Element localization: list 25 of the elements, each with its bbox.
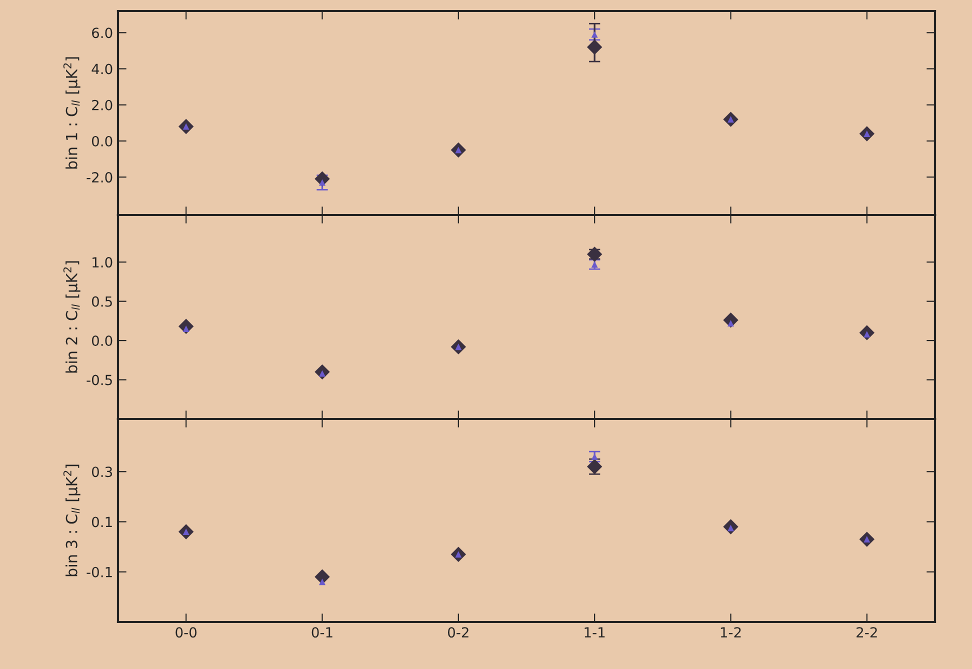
y-tick-label: 2.0 xyxy=(92,100,112,110)
y-tick-label: 0.3 xyxy=(92,466,112,478)
point xyxy=(318,578,326,586)
x-tick-label: 1-1 xyxy=(584,627,605,638)
y-tick-label: -0.5 xyxy=(86,374,112,386)
y-axis-title: bin 2 : C$_{ll}$ [μK$^{2}$] xyxy=(63,261,80,373)
x-tick-label: 1-2 xyxy=(720,627,741,638)
y-tick-label: 0.0 xyxy=(92,136,112,146)
y-tick-label: 0.1 xyxy=(92,516,112,528)
point xyxy=(586,40,602,55)
y-tick-label: 4.0 xyxy=(92,64,112,74)
x-tick-label: 0-0 xyxy=(176,627,197,638)
y-axis-title: bin 1 : C$_{ll}$ [μK$^{2}$] xyxy=(63,57,80,169)
y-tick-label: 0.0 xyxy=(92,336,112,346)
y-tick-label: -0.1 xyxy=(86,566,112,578)
x-tick-label: 0-1 xyxy=(312,627,332,638)
point xyxy=(591,261,598,268)
y-axis-title: bin 3 : C$_{ll}$ [μK$^{2}$] xyxy=(63,464,80,576)
x-tick-label: 2-2 xyxy=(856,627,877,638)
y-tick-label: 0.5 xyxy=(92,296,112,307)
point xyxy=(591,31,598,38)
y-tick-label: -2.0 xyxy=(86,172,112,183)
x-tick-label: 0-2 xyxy=(448,627,468,638)
y-tick-label: 1.0 xyxy=(92,257,112,268)
y-tick-label: 6.0 xyxy=(92,28,112,38)
